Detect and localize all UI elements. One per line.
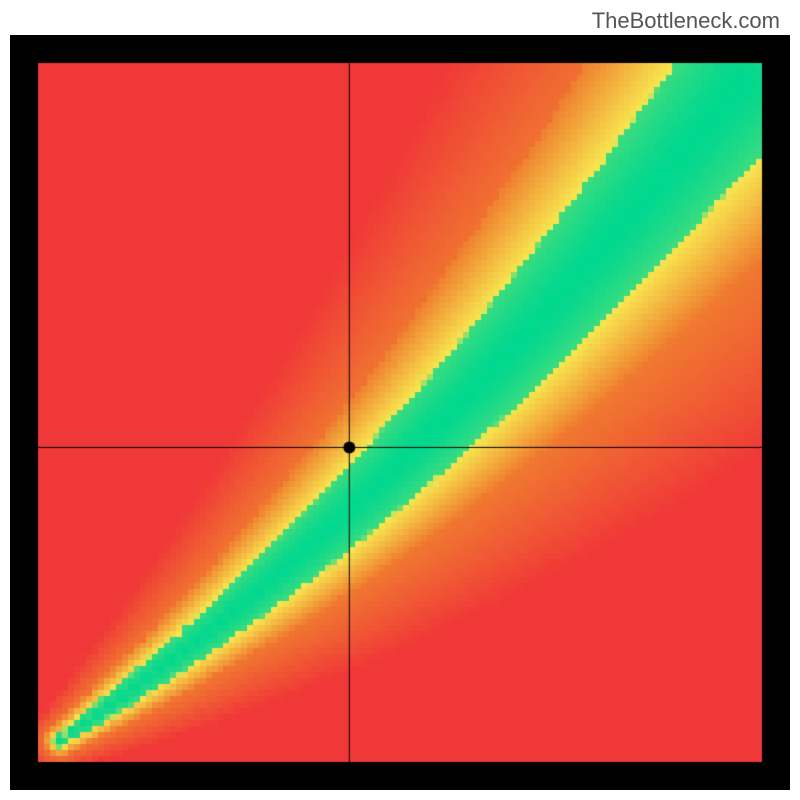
- watermark-text: TheBottleneck.com: [592, 8, 780, 34]
- chart-container: TheBottleneck.com: [0, 0, 800, 800]
- chart-area: [10, 35, 790, 790]
- heatmap-canvas: [10, 35, 790, 790]
